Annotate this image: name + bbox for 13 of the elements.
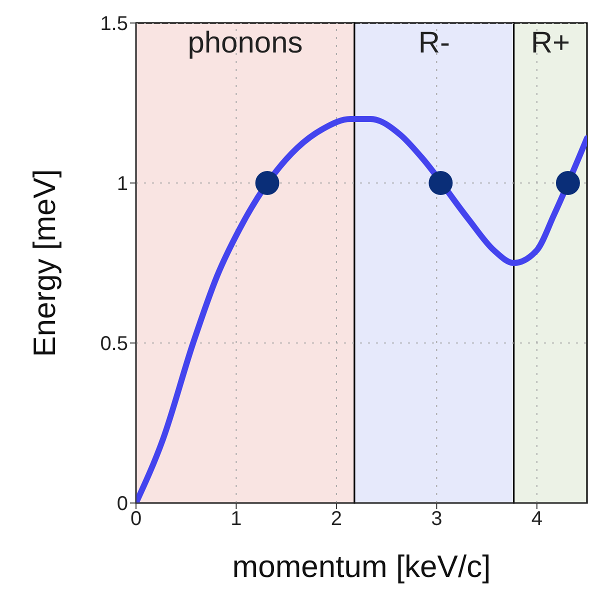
y-tick-label: 0 xyxy=(116,493,128,516)
band-label: phonons xyxy=(188,26,303,60)
x-tick-label: 4 xyxy=(531,508,542,530)
y-axis-title: Energy [meV] xyxy=(27,169,62,357)
y-tick-label: 0.5 xyxy=(100,333,128,356)
x-tick-label: 3 xyxy=(431,508,442,530)
x-tick-label: 1 xyxy=(230,508,242,530)
band-label: R- xyxy=(418,26,450,60)
x-axis-title: momentum [keV/c] xyxy=(232,549,491,584)
y-tick-label: 1.5 xyxy=(100,13,128,36)
band-label: R+ xyxy=(530,26,570,60)
y-tick-label: 1 xyxy=(116,173,128,196)
x-tick-label: 2 xyxy=(330,508,342,530)
